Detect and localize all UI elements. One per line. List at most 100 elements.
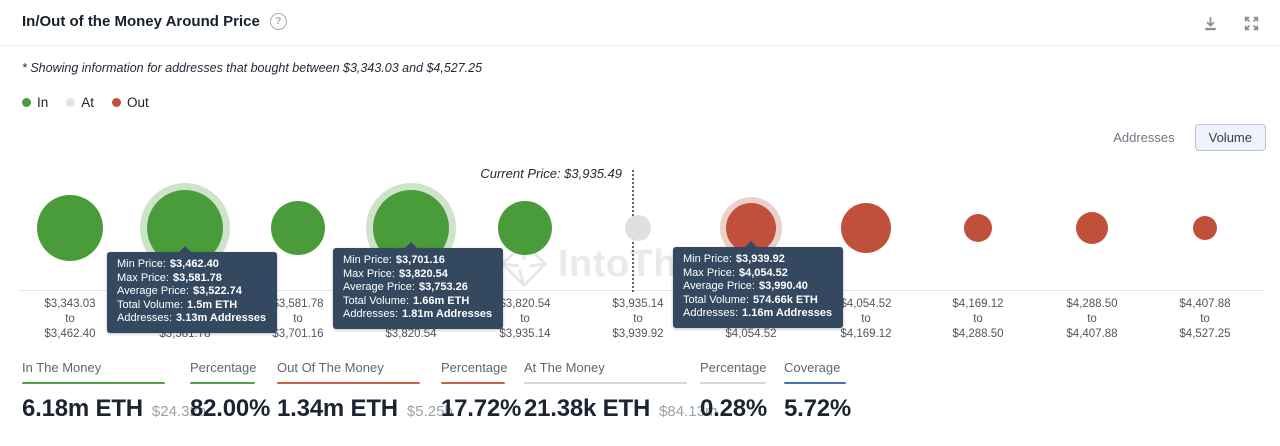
tooltip-label: Min Price: <box>117 258 166 270</box>
tooltip-value: $3,701.16 <box>395 254 445 266</box>
range-connector: to <box>861 313 871 325</box>
header-divider <box>0 45 1280 46</box>
bubble-in-0[interactable] <box>37 195 103 261</box>
tooltip-value: $3,753.26 <box>418 281 468 294</box>
tooltip-value: 3.13m Addresses <box>176 312 267 325</box>
legend-dot-icon <box>66 98 76 107</box>
bubble-out-9[interactable] <box>1076 212 1108 244</box>
price-range-label: $3,820.54 to $3,935.14 <box>467 297 583 342</box>
range-connector: to <box>1087 313 1097 325</box>
tooltip-row: Average Price: $3,990.40 <box>683 280 833 294</box>
tooltip-row: Max Price: $4,054.52 <box>683 267 833 281</box>
stat-column-percentage: Percentage 82.00% <box>190 360 270 423</box>
tooltip-row: Addresses: 1.16m Addresses <box>683 307 833 321</box>
tooltip-label: Addresses: <box>683 307 739 320</box>
bubble-tooltip: Min Price: $3,462.40 Max Price: $3,581.78 Av… <box>107 246 277 333</box>
tooltip-caret-icon <box>404 242 418 249</box>
toggle-addresses-button[interactable]: Addresses <box>1099 124 1188 151</box>
range-to: $3,701.16 <box>272 328 324 340</box>
legend-item-out[interactable]: Out <box>112 95 149 110</box>
tooltip-value: $3,522.74 <box>192 285 242 298</box>
tooltip-row: Average Price: $3,753.26 <box>343 281 493 295</box>
legend: In At Out <box>22 95 149 110</box>
tooltip-value: $3,990.40 <box>758 280 808 293</box>
range-connector: to <box>1200 313 1210 325</box>
help-icon[interactable]: ? <box>269 13 287 30</box>
stat-values: 6.18m ETH $24.32b <box>22 395 206 423</box>
stat-column-percentage: Percentage 17.72% <box>441 360 521 423</box>
range-connector: to <box>293 313 303 325</box>
stat-values: 82.00% <box>190 395 270 423</box>
range-from: $4,407.88 <box>1179 298 1231 310</box>
stat-secondary-value: $24.32b <box>151 403 207 420</box>
legend-item-in[interactable]: In <box>22 95 48 110</box>
stat-value: 17.72% <box>441 395 522 422</box>
range-from: $4,054.52 <box>840 298 892 310</box>
bubble-out-7[interactable] <box>841 203 891 253</box>
tooltip-label: Max Price: <box>117 271 169 284</box>
stat-values: 17.72% <box>441 395 521 423</box>
bubble-in-2[interactable] <box>271 201 325 255</box>
summary-stats: In The Money 6.18m ETH $24.32b Percentage 82… <box>0 360 1280 430</box>
fullscreen-icon[interactable] <box>1243 15 1260 32</box>
stat-underline <box>784 382 846 384</box>
range-to: $4,527.25 <box>1179 328 1231 340</box>
stat-value: 6.18m ETH <box>22 395 143 422</box>
tooltip-value: $4,054.52 <box>738 266 788 279</box>
stat-label: Percentage <box>441 360 508 375</box>
stat-column-coverage: Coverage 5.72% <box>784 360 851 423</box>
tooltip-label: Max Price: <box>683 266 735 279</box>
widget-header: In/Out of the Money Around Price ? <box>22 13 287 30</box>
stat-label: In The Money <box>22 360 102 375</box>
stat-values: 21.38k ETH $84.13m <box>524 395 717 423</box>
bought-range-note: * Showing information for addresses that… <box>22 61 483 75</box>
tooltip-label: Min Price: <box>343 254 392 266</box>
range-to: $3,935.14 <box>499 328 551 340</box>
legend-label: In <box>37 95 49 110</box>
stat-label: Percentage <box>190 360 257 375</box>
stat-secondary-value: $5.25b <box>406 403 453 420</box>
tooltip-label: Average Price: <box>343 281 415 294</box>
price-range-label: $4,054.52 to $4,169.12 <box>808 297 924 342</box>
bubble-out-10[interactable] <box>1193 216 1217 240</box>
stat-values: 0.28% <box>700 395 767 423</box>
range-to: $4,288.50 <box>952 328 1004 340</box>
stat-underline <box>700 382 766 384</box>
stat-value: 21.38k ETH <box>524 395 651 422</box>
stat-label: Out Of The Money <box>277 360 384 375</box>
legend-label: At <box>81 95 95 110</box>
range-from: $3,581.78 <box>272 298 324 310</box>
tooltip-row: Min Price: $3,701.16 <box>343 254 493 268</box>
download-icon[interactable] <box>1202 15 1219 32</box>
stat-secondary-value: $84.13m <box>659 403 718 420</box>
tooltip-label: Total Volume: <box>117 298 184 311</box>
tooltip-value: 1.66m ETH <box>413 294 470 307</box>
stat-label: Percentage <box>700 360 767 375</box>
current-price-label: Current Price: $3,935.49 <box>480 166 622 181</box>
tooltip-label: Max Price: <box>343 267 395 280</box>
toggle-volume-button[interactable]: Volume <box>1194 124 1266 151</box>
legend-item-at[interactable]: At <box>66 95 94 110</box>
stat-column-percentage: Percentage 0.28% <box>700 360 767 423</box>
range-to: $4,407.88 <box>1066 328 1118 340</box>
header-actions <box>1202 15 1260 32</box>
range-connector: to <box>65 313 75 325</box>
bubble-out-8[interactable] <box>964 214 992 242</box>
tooltip-label: Average Price: <box>683 280 755 293</box>
page-title: In/Out of the Money Around Price <box>22 13 260 30</box>
tooltip-row: Max Price: $3,581.78 <box>117 272 267 286</box>
tooltip-value: $3,581.78 <box>172 271 222 284</box>
bubble-in-4[interactable] <box>498 201 552 255</box>
stat-column-at-the-money: At The Money 21.38k ETH $84.13m <box>524 360 717 423</box>
bubble-at-5[interactable] <box>625 215 651 241</box>
stat-label: At The Money <box>524 360 605 375</box>
tooltip-row: Min Price: $3,939.92 <box>683 253 833 267</box>
stat-underline <box>190 382 255 384</box>
price-range-label: $3,935.14 to $3,939.92 <box>580 297 696 342</box>
tooltip-row: Addresses: 1.81m Addresses <box>343 308 493 322</box>
tooltip-label: Total Volume: <box>683 293 750 306</box>
tooltip-value: 574.66k ETH <box>753 293 818 306</box>
stat-column-out-of-the-money: Out Of The Money 1.34m ETH $5.25b <box>277 360 453 423</box>
stat-label: Coverage <box>784 360 841 375</box>
